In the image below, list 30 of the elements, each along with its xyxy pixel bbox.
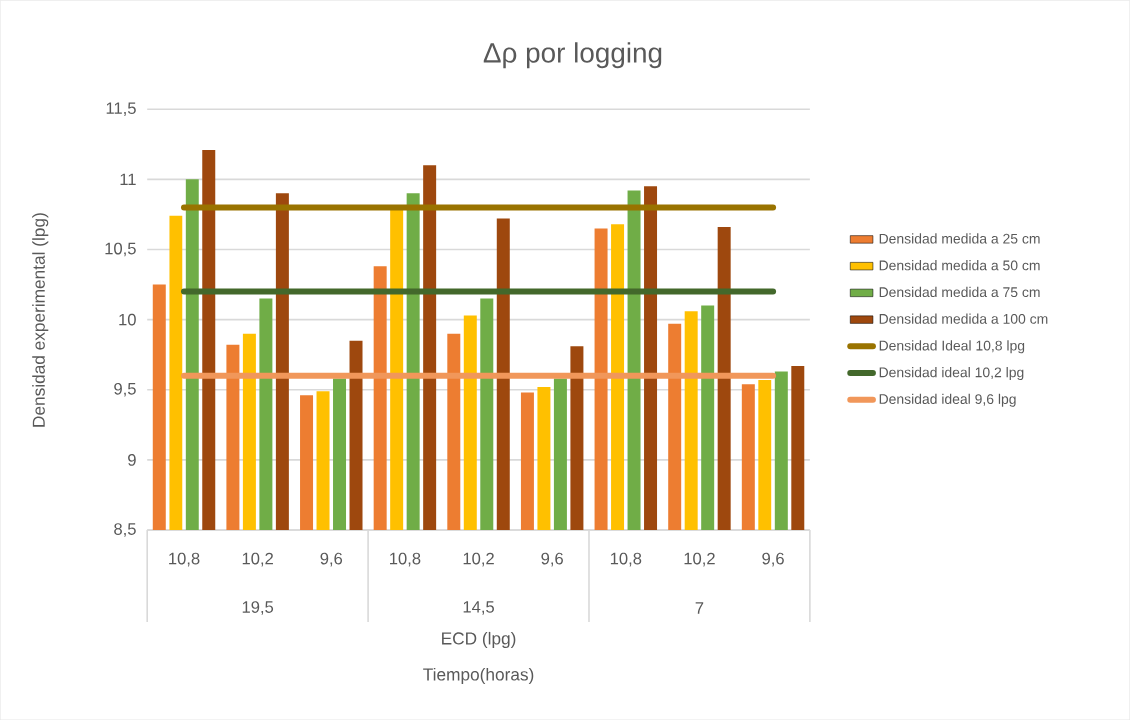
y-tick-label: 9,5 <box>114 382 136 397</box>
legend-label: Densidad medida a 25 cm <box>879 233 1040 244</box>
x-tick-label: 10,8 <box>390 552 421 567</box>
y-tick-label: 9 <box>128 453 136 466</box>
text: 19,5 <box>242 601 274 615</box>
x-tick-label: 10,2 <box>684 552 715 567</box>
x-tick-label: 9,6 <box>320 552 343 567</box>
legend-label: Densidad medida a 100 cm <box>879 313 1048 324</box>
x-axis-title: ECD (lpg) <box>442 631 516 648</box>
legend-label: Densidad ideal 9,6 lpg <box>879 393 1016 407</box>
y-tick-label: 10,5 <box>105 242 136 257</box>
chart-title: Δρ por logging <box>483 42 662 69</box>
y-tick-label: 8,5 <box>114 523 136 537</box>
x-tick-label: 10,2 <box>242 552 273 567</box>
legend-label: Densidad Ideal 10,8 lpg <box>879 340 1025 354</box>
legend-label: Densidad ideal 10,2 lpg <box>879 366 1024 380</box>
x-tick-label: 10,2 <box>463 552 494 567</box>
y-tick-label: 10 <box>119 313 136 326</box>
x-tick-label: 9,6 <box>762 552 784 567</box>
legend-label: Densidad medida a 75 cm <box>879 286 1040 297</box>
x-tick-label: 9,6 <box>541 552 563 567</box>
text: 14,5 <box>463 601 494 615</box>
legend-label: Densidad medida a 50 cm <box>879 260 1040 271</box>
y-tick-label: 11 <box>120 173 136 185</box>
text: 7 <box>695 602 704 614</box>
y-tick-label: 11,5 <box>106 102 136 116</box>
x-tick-label: 10,8 <box>610 552 642 567</box>
x-tick-label: 10,8 <box>169 552 200 567</box>
text: Tiempo(horas) <box>423 667 534 684</box>
y-axis-title: Densidad experimental (lpg) <box>32 213 49 427</box>
